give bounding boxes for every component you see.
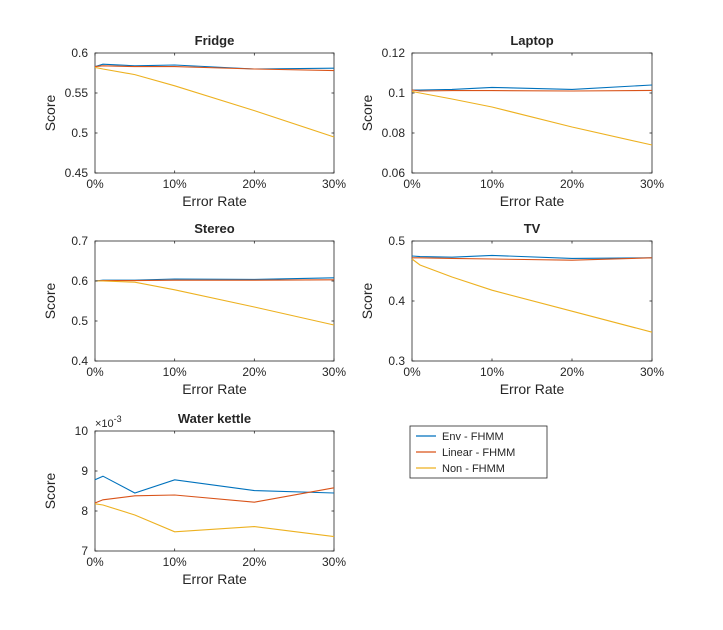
series-line-linear-fhmm	[94, 487, 335, 504]
y-tick-label: 0.55	[65, 86, 89, 100]
y-tick-label: 0.12	[382, 46, 406, 60]
x-axis-label: Error Rate	[182, 193, 247, 209]
chart-title: Water kettle	[178, 411, 251, 426]
y-tick-label: 10	[75, 424, 89, 438]
series-line-non-fhmm	[95, 280, 335, 326]
y-tick-label: 0.08	[382, 126, 406, 140]
series-line-env-fhmm	[94, 475, 335, 494]
chart-title: Fridge	[195, 33, 235, 48]
y-tick-label: 0.3	[388, 354, 405, 368]
y-tick-label: 0.45	[65, 166, 89, 180]
x-axis-label: Error Rate	[182, 571, 247, 587]
plot-area	[94, 430, 335, 552]
x-tick-label: 10%	[163, 555, 187, 569]
y-tick-label: 0.4	[388, 294, 405, 308]
x-tick-label: 20%	[242, 177, 266, 191]
x-tick-label: 30%	[322, 365, 346, 379]
y-tick-label: 8	[81, 504, 88, 518]
panel-fridge: 0% 10% 20% 30% 0.45 0.5 0.55 0.6 Fridge Error Rat…	[42, 33, 346, 209]
series-line-non-fhmm	[94, 503, 335, 538]
chart-title: Laptop	[510, 33, 553, 48]
panel-stereo: 0% 10% 20% 30% 0.4 0.5 0.6 0.7 Stereo Error Rate S…	[42, 221, 346, 397]
x-tick-label: 10%	[480, 177, 504, 191]
plot-area	[94, 240, 335, 362]
series-line-env-fhmm	[411, 254, 653, 259]
x-tick-label: 30%	[640, 177, 664, 191]
y-tick-label: 0.1	[388, 86, 405, 100]
x-axis-label: Error Rate	[182, 381, 247, 397]
panel-tv: 0% 10% 20% 30% 0.3 0.4 0.5 TV Error Rate Score	[359, 221, 664, 397]
series-line-linear-fhmm	[94, 65, 335, 72]
x-tick-label: 10%	[163, 177, 187, 191]
x-axis-label: Error Rate	[500, 381, 565, 397]
series-line-non-fhmm	[94, 66, 335, 138]
series-line-linear-fhmm	[412, 257, 653, 261]
x-tick-label: 20%	[560, 177, 584, 191]
series-line-non-fhmm	[411, 258, 653, 333]
y-axis-label: Score	[42, 473, 58, 510]
y-axis-label: Score	[42, 283, 58, 320]
x-tick-label: 10%	[480, 365, 504, 379]
y-tick-label: 0.06	[382, 166, 406, 180]
panel-laptop: 0% 10% 20% 30% 0.06 0.08 0.1 0.12 Laptop Error Ra…	[359, 33, 664, 209]
x-axis-label: Error Rate	[500, 193, 565, 209]
y-tick-label: 7	[81, 544, 88, 558]
legend-entry: Linear - FHMM	[442, 447, 515, 459]
y-tick-label: 0.6	[71, 274, 88, 288]
y-tick-label: 0.6	[71, 46, 88, 60]
x-tick-label: 30%	[640, 365, 664, 379]
series-line-non-fhmm	[411, 90, 653, 146]
y-tick-label: 9	[81, 464, 88, 478]
x-tick-label: 0%	[86, 555, 104, 569]
legend-entry: Env - FHMM	[442, 431, 504, 443]
legend: Env - FHMM Linear - FHMM Non - FHMM	[409, 425, 548, 479]
y-exponent-power: -3	[114, 414, 122, 424]
x-tick-label: 20%	[242, 365, 266, 379]
chart-title: TV	[524, 221, 541, 236]
y-tick-label: 0.5	[71, 126, 88, 140]
y-axis-label: Score	[359, 95, 375, 132]
series-line-env-fhmm	[412, 84, 653, 91]
y-tick-label: 0.4	[71, 354, 88, 368]
y-axis-label: Score	[359, 283, 375, 320]
chart-title: Stereo	[194, 221, 235, 236]
x-tick-label: 30%	[322, 177, 346, 191]
y-axis-label: Score	[42, 95, 58, 132]
legend-entry: Non - FHMM	[442, 463, 505, 475]
x-tick-label: 20%	[242, 555, 266, 569]
x-tick-label: 30%	[322, 555, 346, 569]
plot-area	[94, 52, 335, 174]
x-tick-label: 0%	[86, 365, 104, 379]
y-exponent-label: ×10-3	[95, 414, 122, 430]
x-tick-label: 0%	[403, 177, 421, 191]
y-tick-label: 0.7	[71, 234, 88, 248]
x-tick-label: 10%	[163, 365, 187, 379]
panel-water-kettle: 0% 10% 20% 30% 7 8 9 10 Water kettle Error Rate Sc…	[42, 411, 346, 587]
plot-area	[411, 52, 653, 174]
y-tick-label: 0.5	[71, 314, 88, 328]
x-tick-label: 0%	[86, 177, 104, 191]
series-line-linear-fhmm	[411, 89, 653, 92]
x-tick-label: 20%	[560, 365, 584, 379]
y-tick-label: 0.5	[388, 234, 405, 248]
x-tick-label: 0%	[403, 365, 421, 379]
